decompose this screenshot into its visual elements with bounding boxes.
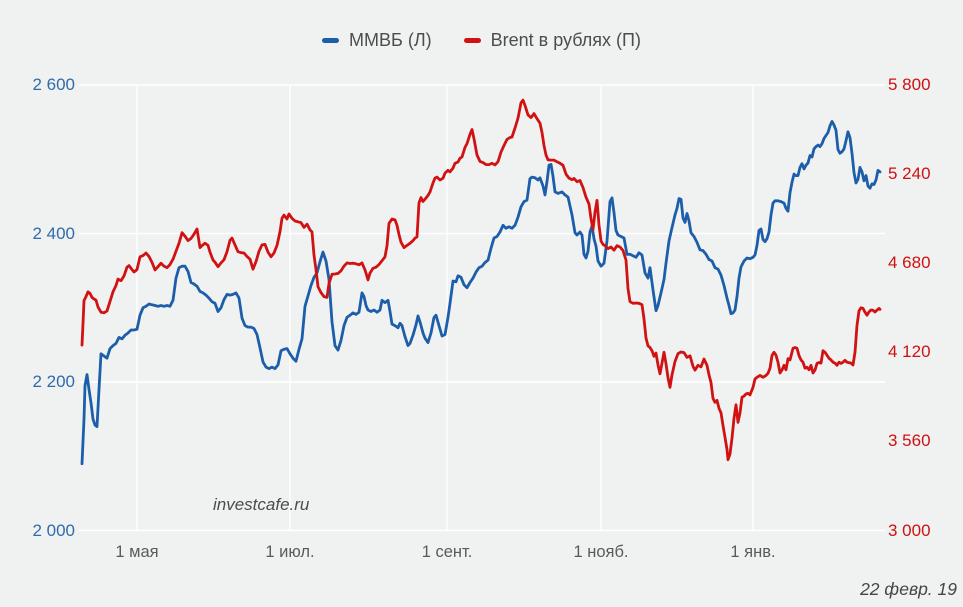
right-axis-tick: 5 800 <box>888 75 931 94</box>
watermark: investcafe.ru <box>213 495 310 514</box>
right-axis-tick: 5 240 <box>888 164 931 184</box>
legend-swatch-icon <box>322 38 340 43</box>
right-axis-tick: 4 120 <box>888 342 931 362</box>
x-axis-tick: 1 нояб. <box>573 543 629 561</box>
legend-label: Brent в рублях (П) <box>490 30 641 50</box>
series-line-mmvb <box>80 120 882 466</box>
legend-item-mmvb: ММВБ (Л) <box>322 30 432 51</box>
left-axis-tick: 2 400 <box>32 223 75 243</box>
x-axis-tick: 1 сент. <box>421 543 473 561</box>
x-axis-tick: 1 мая <box>115 543 159 561</box>
legend-item-brent: Brent в рублях (П) <box>463 30 641 51</box>
legend-swatch-icon <box>463 38 481 43</box>
legend: ММВБ (Л) Brent в рублях (П) <box>0 30 963 51</box>
right-axis-tick: 3 000 <box>888 520 931 540</box>
series-line-brent <box>80 98 882 462</box>
right-axis-tick: 3 560 <box>888 431 931 451</box>
legend-label: ММВБ (Л) <box>349 30 432 50</box>
left-axis-tick: 2 000 <box>32 520 75 540</box>
left-axis-tick: 2 600 <box>32 75 75 94</box>
right-axis-tick: 4 680 <box>888 253 931 273</box>
footer-date: 22 февр. 19 <box>860 579 957 599</box>
x-axis-tick: 1 янв. <box>730 543 776 561</box>
left-axis-tick: 2 200 <box>32 372 75 391</box>
x-axis-tick: 1 июл. <box>265 543 315 561</box>
